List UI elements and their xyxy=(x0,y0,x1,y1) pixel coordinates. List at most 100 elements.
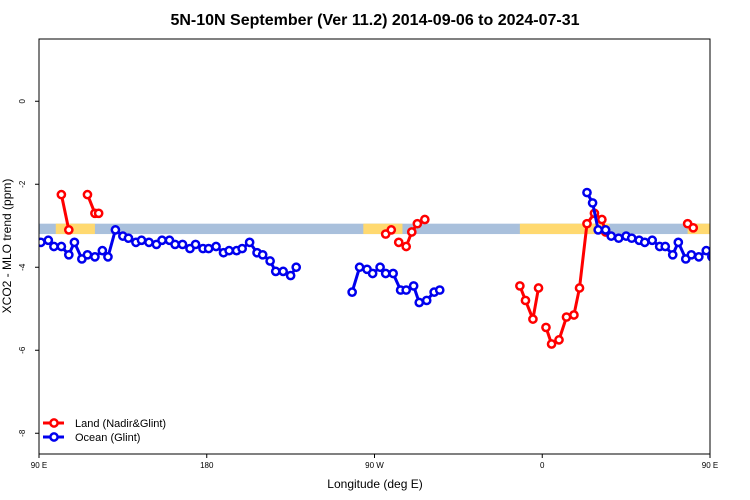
data-point-ocean xyxy=(582,187,592,198)
data-point-ocean xyxy=(190,239,201,250)
data-point-ocean xyxy=(593,225,604,235)
data-point-ocean xyxy=(90,252,100,262)
data-point-ocean xyxy=(626,233,637,244)
data-point-ocean xyxy=(375,262,385,273)
data-point-ocean xyxy=(380,268,391,279)
data-point-ocean xyxy=(49,241,59,252)
data-point-ocean xyxy=(742,237,749,244)
chart-title: 5N-10N September (Ver 11.2) 2014-09-06 t… xyxy=(170,12,579,29)
y-tick-label: -8 xyxy=(18,429,27,437)
data-point-ocean xyxy=(660,241,671,252)
x-axis: 90 E 180 90 W 0 90 E xyxy=(31,454,718,470)
data-point-ocean xyxy=(587,198,598,208)
data-point-ocean xyxy=(69,237,80,248)
series-land xyxy=(56,189,739,349)
data-point-land xyxy=(727,191,734,198)
data-point-ocean xyxy=(39,237,46,248)
data-point-land xyxy=(597,214,607,225)
data-point-land xyxy=(688,222,699,233)
y-tick-label: -4 xyxy=(18,263,27,271)
legend-label: Ocean (Glint) xyxy=(75,432,140,444)
data-point-ocean xyxy=(600,225,611,235)
data-point-ocean xyxy=(613,233,624,244)
land-band xyxy=(55,223,95,235)
data-point-ocean xyxy=(82,249,93,260)
legend-marker xyxy=(49,418,59,428)
legend-label: Land (Nadir&Glint) xyxy=(75,418,166,430)
data-point-ocean xyxy=(244,237,255,248)
data-point-ocean xyxy=(667,249,678,260)
data-point-ocean xyxy=(401,285,412,295)
y-axis: 0 -2 -4 -6 -8 xyxy=(18,98,39,437)
data-point-land xyxy=(401,241,412,252)
data-point-ocean xyxy=(707,252,710,262)
data-point-land xyxy=(533,283,544,293)
y-tick-label: -2 xyxy=(18,180,27,188)
y-axis-label: XCO2 - MLO trend (ppm) xyxy=(0,179,14,314)
data-point-land xyxy=(561,312,572,322)
data-point-ocean xyxy=(414,297,425,308)
data-point-ocean xyxy=(347,287,357,297)
data-point-ocean xyxy=(434,285,445,295)
data-point-ocean xyxy=(170,239,180,250)
data-point-land xyxy=(528,314,538,324)
data-point-land xyxy=(56,189,67,200)
data-point-land xyxy=(554,335,564,345)
data-point-ocean xyxy=(723,233,730,240)
data-point-land xyxy=(93,208,104,219)
data-point-ocean xyxy=(270,266,281,277)
data-point-ocean xyxy=(265,256,275,266)
data-point-land xyxy=(732,226,739,233)
data-point-ocean xyxy=(110,225,121,235)
land-band xyxy=(687,223,710,235)
data-point-land xyxy=(515,281,525,291)
data-point-ocean xyxy=(388,268,398,279)
data-point-ocean xyxy=(408,281,419,291)
series-line-land xyxy=(731,195,737,230)
data-point-land xyxy=(82,189,93,200)
data-point-ocean xyxy=(211,241,221,252)
data-point-ocean xyxy=(736,239,743,246)
data-point-ocean xyxy=(237,243,248,254)
data-point-ocean xyxy=(203,243,214,254)
x-axis-label: Longitude (deg E) xyxy=(327,477,422,491)
data-point-ocean xyxy=(693,252,704,262)
data-point-land xyxy=(541,322,551,333)
data-point-land xyxy=(412,218,423,229)
data-point-ocean xyxy=(729,235,736,242)
y-tick-label: -6 xyxy=(18,346,27,354)
data-point-ocean xyxy=(686,249,697,260)
series-line-land xyxy=(518,285,540,321)
data-point-ocean xyxy=(673,237,684,248)
data-point-land xyxy=(574,283,585,293)
data-point-ocean xyxy=(63,249,74,260)
data-point-ocean xyxy=(716,226,723,233)
data-point-ocean xyxy=(367,268,378,279)
data-point-land xyxy=(419,214,430,225)
x-tick-label: 0 xyxy=(540,461,545,470)
data-point-ocean xyxy=(123,233,134,244)
data-point-ocean xyxy=(103,252,113,262)
data-point-ocean xyxy=(354,262,365,273)
data-point-ocean xyxy=(647,235,658,246)
plot-frame xyxy=(38,38,711,455)
data-point-ocean xyxy=(177,239,188,250)
data-point-ocean xyxy=(278,266,289,277)
data-point-land xyxy=(569,310,579,320)
x-tick-label: 180 xyxy=(200,461,214,470)
x-tick-label: 90 E xyxy=(702,461,718,470)
y-tick-label: 0 xyxy=(18,98,27,103)
data-point-ocean xyxy=(97,245,108,256)
data-point-ocean xyxy=(43,235,54,246)
legend: Land (Nadir&Glint) Ocean (Glint) xyxy=(43,418,166,444)
data-point-land xyxy=(406,227,417,237)
data-point-ocean xyxy=(224,245,234,256)
data-point-ocean xyxy=(144,237,154,248)
series-ocean xyxy=(39,187,749,308)
land-band xyxy=(363,223,403,235)
data-point-land xyxy=(546,339,557,349)
data-point-land xyxy=(520,295,531,306)
data-point-ocean xyxy=(639,237,650,248)
x-tick-label: 90 W xyxy=(365,461,384,470)
